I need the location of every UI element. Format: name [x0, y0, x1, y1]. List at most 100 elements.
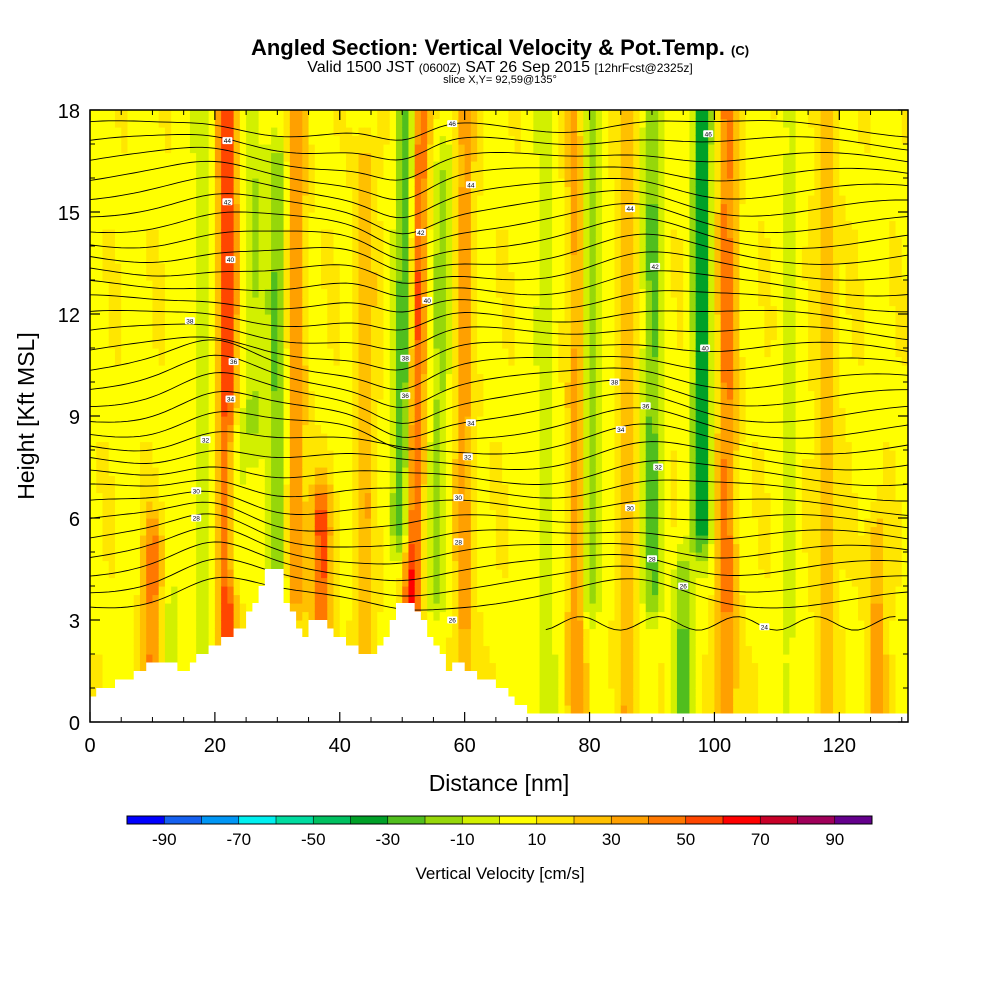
velocity-cell	[502, 484, 509, 494]
velocity-cell	[283, 552, 291, 562]
velocity-cell	[189, 331, 197, 341]
velocity-cell	[458, 331, 466, 341]
velocity-cell	[214, 450, 222, 460]
velocity-cell	[152, 560, 160, 570]
velocity-cell	[495, 407, 503, 417]
velocity-cell	[177, 237, 185, 247]
velocity-cell	[346, 365, 353, 375]
velocity-cell	[214, 467, 222, 477]
velocity-cell	[108, 611, 116, 621]
velocity-cell	[395, 450, 403, 460]
velocity-cell	[489, 543, 497, 553]
velocity-cell	[439, 509, 447, 519]
velocity-cell	[133, 220, 141, 230]
velocity-cell	[470, 220, 478, 230]
velocity-cell	[439, 382, 447, 392]
velocity-cell	[133, 441, 141, 451]
velocity-cell	[520, 645, 528, 655]
velocity-cell	[395, 322, 403, 332]
velocity-cell	[121, 416, 129, 426]
velocity-cell	[202, 628, 210, 638]
velocity-cell	[158, 603, 166, 613]
velocity-cell	[408, 569, 416, 579]
velocity-cell	[177, 492, 185, 502]
velocity-cell	[102, 178, 110, 188]
velocity-cell	[214, 577, 222, 587]
velocity-cell	[514, 416, 522, 426]
velocity-cell	[202, 492, 210, 502]
velocity-cell	[327, 144, 335, 154]
velocity-cell	[352, 441, 360, 451]
velocity-cell	[233, 475, 241, 485]
velocity-cell	[114, 263, 122, 273]
velocity-cell	[339, 322, 347, 332]
velocity-cell	[414, 365, 422, 375]
velocity-cell	[264, 331, 272, 341]
velocity-cell	[158, 331, 166, 341]
velocity-cell	[346, 552, 353, 562]
velocity-cell	[339, 169, 347, 179]
velocity-cell	[346, 305, 353, 315]
velocity-cell	[420, 560, 428, 570]
velocity-cell	[177, 552, 185, 562]
velocity-cell	[102, 577, 110, 587]
velocity-cell	[158, 611, 166, 621]
velocity-cell	[189, 195, 197, 205]
velocity-cell	[458, 628, 466, 638]
velocity-cell	[127, 169, 135, 179]
velocity-cell	[102, 390, 110, 400]
velocity-cell	[346, 135, 353, 145]
velocity-cell	[289, 280, 297, 290]
velocity-cell	[433, 560, 441, 570]
velocity-cell	[364, 492, 372, 502]
velocity-cell	[271, 399, 278, 409]
velocity-cell	[439, 518, 447, 528]
velocity-cell	[183, 220, 191, 230]
velocity-cell	[314, 280, 322, 290]
velocity-cell	[508, 127, 516, 137]
velocity-cell	[339, 297, 347, 307]
velocity-cell	[333, 603, 341, 613]
velocity-cell	[383, 110, 391, 120]
velocity-cell	[239, 535, 247, 545]
velocity-cell	[208, 246, 216, 256]
velocity-cell	[133, 110, 141, 120]
velocity-cell	[264, 229, 272, 239]
velocity-cell	[114, 305, 122, 315]
velocity-cell	[395, 348, 403, 358]
velocity-cell	[470, 492, 478, 502]
velocity-cell	[158, 552, 166, 562]
velocity-cell	[395, 577, 403, 587]
velocity-cell	[171, 305, 179, 315]
velocity-cell	[177, 229, 185, 239]
velocity-cell	[127, 144, 135, 154]
velocity-cell	[395, 263, 403, 273]
velocity-cell	[133, 152, 141, 162]
velocity-cell	[414, 195, 422, 205]
velocity-cell	[302, 297, 310, 307]
velocity-cell	[477, 237, 484, 247]
velocity-cell	[202, 229, 210, 239]
velocity-cell	[202, 305, 210, 315]
velocity-cell	[271, 424, 278, 434]
velocity-cell	[221, 237, 228, 247]
velocity-cell	[339, 407, 347, 417]
velocity-cell	[152, 365, 160, 375]
velocity-cell	[152, 441, 160, 451]
velocity-cell	[514, 620, 522, 630]
velocity-cell	[139, 322, 147, 332]
velocity-cell	[502, 450, 509, 460]
velocity-cell	[283, 144, 291, 154]
velocity-cell	[414, 603, 422, 613]
velocity-cell	[246, 110, 253, 120]
velocity-cell	[314, 331, 322, 341]
velocity-cell	[352, 382, 360, 392]
velocity-cell	[483, 654, 491, 664]
velocity-cell	[246, 484, 253, 494]
velocity-cell	[121, 628, 129, 638]
velocity-cell	[90, 518, 97, 528]
velocity-cell	[227, 365, 235, 375]
velocity-cell	[489, 484, 497, 494]
velocity-cell	[327, 271, 335, 281]
velocity-cell	[433, 382, 441, 392]
